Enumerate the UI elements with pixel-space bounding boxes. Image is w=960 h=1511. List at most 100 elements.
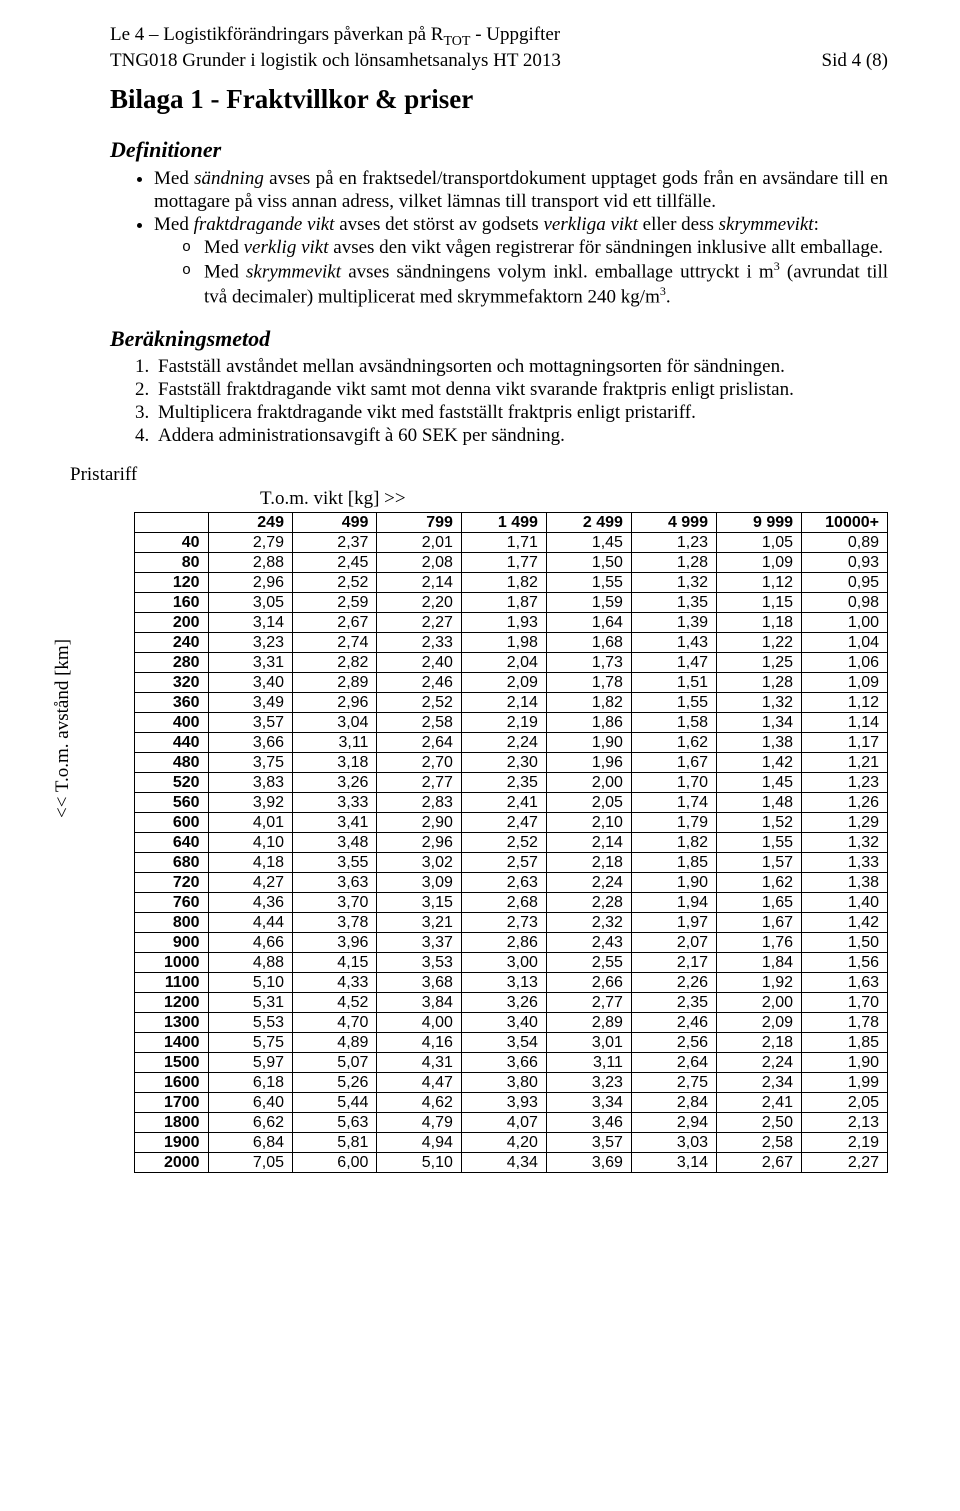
price-cell: 5,10 (377, 1152, 461, 1172)
price-cell: 3,31 (208, 652, 292, 672)
page-number: Sid 4 (8) (822, 50, 889, 72)
price-cell: 5,63 (292, 1112, 376, 1132)
price-cell: 2,46 (631, 1012, 716, 1032)
weight-header-cell: 9 999 (716, 512, 801, 532)
price-cell: 2,37 (292, 532, 376, 552)
price-cell: 1,14 (802, 712, 888, 732)
price-cell: 3,11 (292, 732, 376, 752)
tariff-row: 14005,754,894,163,543,012,562,181,85 (135, 1032, 888, 1052)
price-cell: 1,90 (802, 1052, 888, 1072)
price-cell: 1,25 (716, 652, 801, 672)
distance-cell: 760 (135, 892, 209, 912)
price-cell: 2,34 (716, 1072, 801, 1092)
price-cell: 1,82 (546, 692, 631, 712)
price-cell: 2,58 (377, 712, 461, 732)
price-cell: 1,84 (716, 952, 801, 972)
method-item: Fastställ fraktdragande vikt samt mot de… (154, 379, 888, 402)
price-cell: 2,73 (461, 912, 546, 932)
price-cell: 2,28 (546, 892, 631, 912)
tariff-row: 20007,056,005,104,343,693,142,672,27 (135, 1152, 888, 1172)
price-cell: 2,47 (461, 812, 546, 832)
price-cell: 1,73 (546, 652, 631, 672)
tariff-row: 18006,625,634,794,073,462,942,502,13 (135, 1112, 888, 1132)
price-cell: 1,82 (461, 572, 546, 592)
price-cell: 1,42 (802, 912, 888, 932)
price-cell: 2,09 (461, 672, 546, 692)
tariff-row: 13005,534,704,003,402,892,462,091,78 (135, 1012, 888, 1032)
price-cell: 0,93 (802, 552, 888, 572)
price-cell: 2,52 (377, 692, 461, 712)
price-cell: 4,00 (377, 1012, 461, 1032)
weight-axis-label: T.o.m. vikt [kg] >> (260, 488, 888, 510)
page-title: Bilaga 1 - Fraktvillkor & priser (110, 84, 888, 115)
doc-header-line2: TNG018 Grunder i logistik och lönsamhets… (110, 50, 888, 72)
price-cell: 1,67 (716, 912, 801, 932)
price-cell: 3,84 (377, 992, 461, 1012)
tariff-row: 7204,273,633,092,632,241,901,621,38 (135, 872, 888, 892)
price-cell: 2,27 (802, 1152, 888, 1172)
distance-cell: 40 (135, 532, 209, 552)
price-cell: 3,66 (461, 1052, 546, 1072)
price-cell: 3,09 (377, 872, 461, 892)
price-cell: 4,20 (461, 1132, 546, 1152)
price-cell: 3,26 (461, 992, 546, 1012)
price-cell: 1,42 (716, 752, 801, 772)
price-cell: 3,03 (631, 1132, 716, 1152)
price-cell: 1,17 (802, 732, 888, 752)
price-cell: 1,23 (631, 532, 716, 552)
price-cell: 5,07 (292, 1052, 376, 1072)
price-cell: 3,48 (292, 832, 376, 852)
price-cell: 2,01 (377, 532, 461, 552)
price-cell: 1,33 (802, 852, 888, 872)
header-line1-post: - Uppgifter (470, 24, 560, 45)
price-cell: 0,95 (802, 572, 888, 592)
tariff-row: 3203,402,892,462,091,781,511,281,09 (135, 672, 888, 692)
price-cell: 2,30 (461, 752, 546, 772)
price-cell: 1,45 (716, 772, 801, 792)
price-cell: 3,02 (377, 852, 461, 872)
price-cell: 3,11 (546, 1052, 631, 1072)
price-cell: 1,00 (802, 612, 888, 632)
price-cell: 2,77 (546, 992, 631, 1012)
price-cell: 2,96 (208, 572, 292, 592)
price-cell: 2,41 (716, 1092, 801, 1112)
method-list: Fastställ avståndet mellan avsändningsor… (154, 356, 888, 447)
price-cell: 2,57 (461, 852, 546, 872)
price-cell: 1,78 (802, 1012, 888, 1032)
price-cell: 2,08 (377, 552, 461, 572)
price-cell: 3,23 (546, 1072, 631, 1092)
price-cell: 3,92 (208, 792, 292, 812)
price-cell: 1,28 (631, 552, 716, 572)
price-cell: 3,66 (208, 732, 292, 752)
price-cell: 1,85 (802, 1032, 888, 1052)
price-cell: 4,44 (208, 912, 292, 932)
price-cell: 3,55 (292, 852, 376, 872)
distance-cell: 1000 (135, 952, 209, 972)
price-cell: 2,35 (631, 992, 716, 1012)
price-cell: 1,67 (631, 752, 716, 772)
price-cell: 2,00 (716, 992, 801, 1012)
price-cell: 3,18 (292, 752, 376, 772)
price-cell: 3,40 (461, 1012, 546, 1032)
price-cell: 1,56 (802, 952, 888, 972)
price-cell: 2,83 (377, 792, 461, 812)
distance-cell: 200 (135, 612, 209, 632)
price-cell: 1,40 (802, 892, 888, 912)
distance-cell: 80 (135, 552, 209, 572)
tariff-row: 6004,013,412,902,472,101,791,521,29 (135, 812, 888, 832)
method-heading: Beräkningsmetod (110, 326, 888, 352)
price-cell: 1,93 (461, 612, 546, 632)
tariff-row: 2403,232,742,331,981,681,431,221,04 (135, 632, 888, 652)
price-cell: 4,70 (292, 1012, 376, 1032)
tariff-row: 4403,663,112,642,241,901,621,381,17 (135, 732, 888, 752)
price-cell: 2,00 (546, 772, 631, 792)
price-cell: 1,63 (802, 972, 888, 992)
price-cell: 1,15 (716, 592, 801, 612)
weight-header-cell: 249 (208, 512, 292, 532)
price-cell: 4,79 (377, 1112, 461, 1132)
price-cell: 2,68 (461, 892, 546, 912)
price-cell: 1,94 (631, 892, 716, 912)
tariff-row: 2003,142,672,271,931,641,391,181,00 (135, 612, 888, 632)
price-cell: 3,37 (377, 932, 461, 952)
price-cell: 2,46 (377, 672, 461, 692)
